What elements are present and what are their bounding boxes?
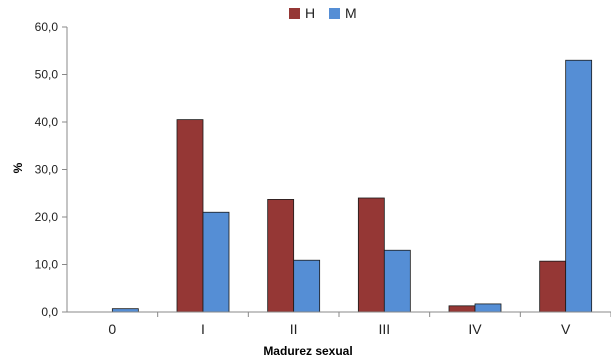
legend-swatch-m	[329, 8, 340, 19]
bar-h-i	[176, 119, 204, 313]
legend-label-h: H	[305, 5, 315, 21]
y-tick-label: 20,0	[35, 210, 59, 224]
y-tick-label: 0,0	[41, 305, 58, 319]
x-axis: 0 I II III IV V	[67, 311, 611, 337]
y-tick-label: 50,0	[35, 68, 59, 82]
x-axis-title: Madurez sexual	[263, 344, 352, 358]
legend-swatch-h	[289, 8, 300, 19]
bar-h-v	[539, 260, 567, 313]
x-tick-label: 0	[108, 321, 116, 337]
x-tick-label: III	[378, 321, 390, 337]
bar-h-ii	[267, 199, 295, 313]
x-tick-label: V	[561, 321, 571, 337]
bar-m-v	[565, 59, 593, 313]
bar-m-i	[202, 211, 230, 313]
y-tick-label: 10,0	[35, 258, 59, 272]
bar-h-iv	[448, 305, 476, 313]
y-axis-title: %	[11, 162, 25, 173]
legend-label-m: M	[345, 5, 357, 21]
bar-m-ii	[293, 259, 321, 313]
y-tick-label: 40,0	[35, 115, 59, 129]
y-axis: 0,0 10,0 20,0 30,0 40,0 50,0 60,0	[35, 20, 68, 319]
y-tick-label: 60,0	[35, 20, 59, 34]
bar-h-iii	[357, 197, 385, 313]
bar-m-iv	[474, 303, 502, 313]
x-tick-label: I	[201, 321, 205, 337]
bars	[111, 59, 593, 313]
x-tick-label: IV	[468, 321, 482, 337]
bar-m-iii	[383, 249, 411, 313]
x-tick-label: II	[290, 321, 298, 337]
y-tick-label: 30,0	[35, 163, 59, 177]
